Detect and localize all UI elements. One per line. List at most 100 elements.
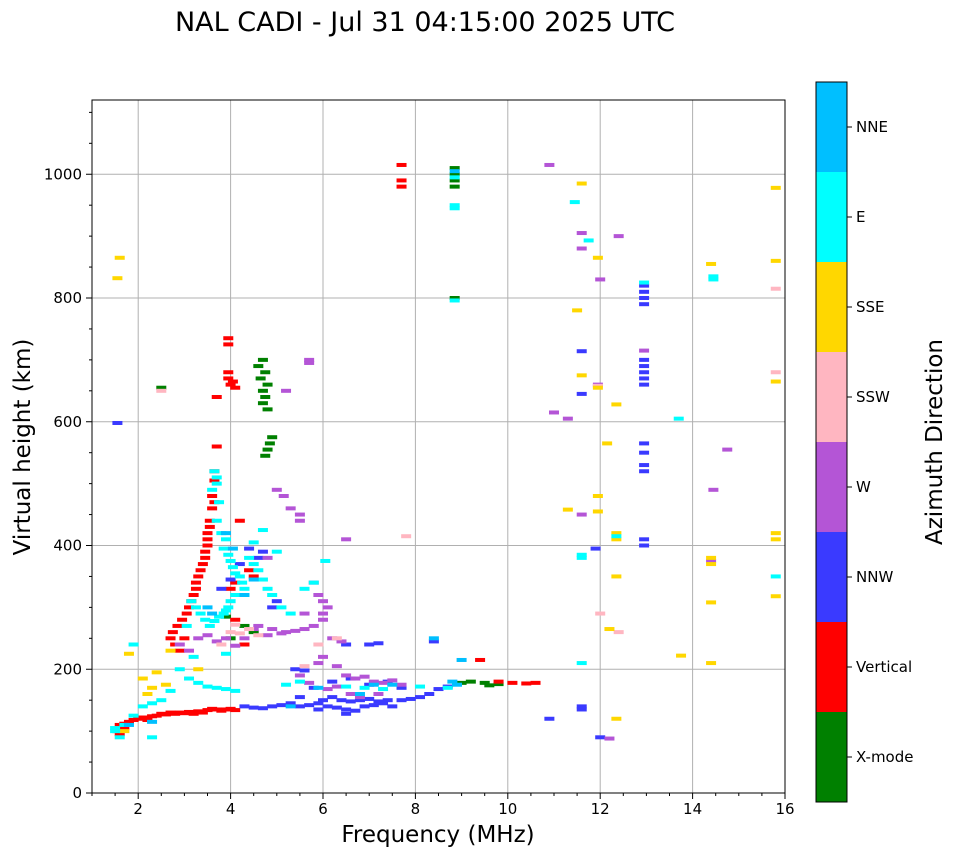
data-point xyxy=(320,558,331,563)
data-point xyxy=(331,705,342,710)
data-point xyxy=(202,531,213,536)
x-axis-ticks: 2 4 6 8 10 12 14 16 xyxy=(91,793,795,818)
x-tick-label: 16 xyxy=(775,800,794,818)
y-tick-label: 200 xyxy=(53,660,82,678)
data-point xyxy=(304,680,315,685)
y-axis-label: Virtual height (km) xyxy=(10,339,36,556)
data-point xyxy=(294,512,305,517)
colorbar-label: Azimuth Direction xyxy=(922,339,948,545)
data-point xyxy=(119,726,130,731)
data-point xyxy=(184,605,195,610)
data-point xyxy=(172,623,183,628)
data-point xyxy=(449,206,460,211)
data-point xyxy=(156,388,167,393)
data-point xyxy=(576,391,587,396)
data-point xyxy=(639,382,650,387)
colorbar-segment xyxy=(816,172,847,262)
data-point xyxy=(639,280,650,285)
data-point xyxy=(190,605,201,610)
data-point xyxy=(225,586,236,591)
data-point xyxy=(308,623,319,628)
data-point xyxy=(244,555,255,560)
data-point xyxy=(373,699,384,704)
y-axis-ticks: 0 200 400 600 800 1000 xyxy=(44,111,92,802)
colorbar-tick-label: W xyxy=(856,478,871,496)
data-point xyxy=(770,537,781,542)
data-point xyxy=(211,475,222,480)
data-point xyxy=(576,181,587,186)
data-point xyxy=(174,667,185,672)
data-point xyxy=(257,577,268,582)
chart-title: NAL CADI - Jul 31 04:15:00 2025 UTC xyxy=(175,7,675,38)
data-point xyxy=(193,574,204,579)
data-point xyxy=(396,162,407,167)
data-point xyxy=(112,420,123,425)
data-point xyxy=(368,682,379,687)
data-point xyxy=(156,385,167,390)
data-point xyxy=(299,586,310,591)
data-point xyxy=(313,707,324,712)
data-point xyxy=(294,679,305,684)
x-tick-label: 10 xyxy=(498,800,517,818)
data-point xyxy=(271,549,282,554)
data-point xyxy=(313,701,324,706)
data-point xyxy=(174,648,185,653)
data-point xyxy=(299,611,310,616)
data-point xyxy=(770,379,781,384)
series-nne xyxy=(123,169,467,727)
data-point xyxy=(770,594,781,599)
data-point xyxy=(428,636,439,641)
data-point xyxy=(294,704,305,709)
data-point xyxy=(604,627,615,632)
data-point xyxy=(447,679,458,684)
y-tick-label: 600 xyxy=(53,413,82,431)
data-point xyxy=(230,617,241,622)
data-point xyxy=(260,453,271,458)
data-point xyxy=(267,627,278,632)
data-point xyxy=(253,633,264,638)
data-point xyxy=(207,494,218,498)
data-point xyxy=(449,175,460,180)
colorbar-segment xyxy=(816,262,847,352)
data-point xyxy=(299,627,310,632)
data-point xyxy=(285,611,296,616)
data-point xyxy=(248,574,259,579)
data-point xyxy=(611,402,622,407)
data-point xyxy=(244,546,255,551)
data-point xyxy=(119,729,130,734)
data-point xyxy=(583,238,594,243)
data-point xyxy=(401,534,412,539)
data-point xyxy=(248,705,259,710)
data-point xyxy=(378,687,389,692)
data-point xyxy=(110,729,121,734)
data-point xyxy=(128,642,139,647)
data-point xyxy=(590,546,601,551)
colorbar-tick-label: X-mode xyxy=(856,748,913,766)
data-point xyxy=(227,379,238,384)
data-point xyxy=(151,670,162,675)
data-point xyxy=(285,506,296,511)
data-point xyxy=(770,574,781,579)
x-tick-label: 6 xyxy=(318,800,328,818)
data-point xyxy=(449,298,460,303)
data-point xyxy=(114,735,125,740)
data-point xyxy=(181,623,192,628)
data-point xyxy=(239,642,250,647)
data-point xyxy=(223,336,234,341)
data-point xyxy=(202,684,213,689)
data-point xyxy=(442,685,453,690)
data-point xyxy=(722,447,733,452)
data-point xyxy=(253,568,264,573)
x-tick-label: 14 xyxy=(683,800,702,818)
data-point xyxy=(706,555,717,560)
data-point xyxy=(706,600,717,605)
data-point xyxy=(110,726,121,731)
data-point xyxy=(706,558,717,563)
data-point xyxy=(331,636,342,641)
data-point xyxy=(364,696,375,701)
data-point xyxy=(576,555,587,560)
data-point xyxy=(207,487,218,492)
data-point xyxy=(207,506,218,511)
data-point xyxy=(165,688,176,693)
